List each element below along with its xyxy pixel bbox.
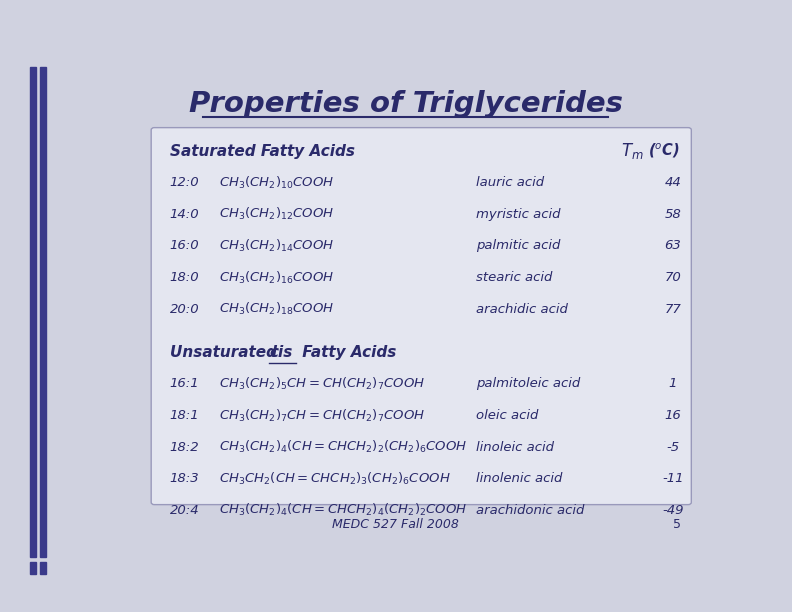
- Text: 12:0: 12:0: [169, 176, 200, 189]
- Text: lauric acid: lauric acid: [477, 176, 545, 189]
- Text: $CH_3(CH_2)_{16}COOH$: $CH_3(CH_2)_{16}COOH$: [219, 269, 334, 286]
- Text: palmitoleic acid: palmitoleic acid: [477, 378, 581, 390]
- Text: Fatty Acids: Fatty Acids: [297, 345, 397, 360]
- Text: $CH_3(CH_2)_{12}COOH$: $CH_3(CH_2)_{12}COOH$: [219, 206, 334, 222]
- Text: $CH_3(CH_2)_5CH{=}CH(CH_2)_7COOH$: $CH_3(CH_2)_5CH{=}CH(CH_2)_7COOH$: [219, 376, 425, 392]
- Text: 44: 44: [664, 176, 681, 189]
- FancyBboxPatch shape: [151, 128, 691, 505]
- Text: 58: 58: [664, 208, 681, 221]
- Bar: [30, 562, 36, 574]
- Text: stearic acid: stearic acid: [477, 271, 553, 284]
- Bar: [30, 67, 36, 557]
- Text: linolenic acid: linolenic acid: [477, 472, 563, 485]
- Text: 14:0: 14:0: [169, 208, 200, 221]
- Text: -49: -49: [662, 504, 683, 517]
- Text: myristic acid: myristic acid: [477, 208, 561, 221]
- Text: arachidic acid: arachidic acid: [477, 302, 569, 316]
- Text: 1: 1: [668, 378, 677, 390]
- Text: $CH_3(CH_2)_7CH{=}CH(CH_2)_7COOH$: $CH_3(CH_2)_7CH{=}CH(CH_2)_7COOH$: [219, 408, 425, 424]
- Text: 77: 77: [664, 302, 681, 316]
- Text: $CH_3(CH_2)_{10}COOH$: $CH_3(CH_2)_{10}COOH$: [219, 174, 334, 191]
- Text: ($^o$C): ($^o$C): [649, 142, 680, 160]
- Text: 18:2: 18:2: [169, 441, 200, 453]
- Text: Unsaturated: Unsaturated: [169, 345, 282, 360]
- Text: 16:0: 16:0: [169, 239, 200, 252]
- Text: 18:1: 18:1: [169, 409, 200, 422]
- Text: 20:4: 20:4: [169, 504, 200, 517]
- Text: -5: -5: [666, 441, 680, 453]
- Text: $CH_3(CH_2)_{18}COOH$: $CH_3(CH_2)_{18}COOH$: [219, 301, 334, 317]
- Text: $CH_3(CH_2)_4(CH{=}CHCH_2)_2(CH_2)_6COOH$: $CH_3(CH_2)_4(CH{=}CHCH_2)_2(CH_2)_6COOH…: [219, 439, 467, 455]
- Text: 16: 16: [664, 409, 681, 422]
- Text: Properties of Triglycerides: Properties of Triglycerides: [189, 90, 623, 118]
- Text: Saturated Fatty Acids: Saturated Fatty Acids: [169, 144, 355, 159]
- Text: 16:1: 16:1: [169, 378, 200, 390]
- Text: 5: 5: [673, 518, 681, 531]
- Text: palmitic acid: palmitic acid: [477, 239, 561, 252]
- Text: $CH_3(CH_2)_{14}COOH$: $CH_3(CH_2)_{14}COOH$: [219, 238, 334, 254]
- Bar: [40, 562, 46, 574]
- Text: oleic acid: oleic acid: [477, 409, 539, 422]
- Text: MEDC 527 Fall 2008: MEDC 527 Fall 2008: [333, 518, 459, 531]
- Text: 18:0: 18:0: [169, 271, 200, 284]
- Text: 63: 63: [664, 239, 681, 252]
- Bar: [40, 67, 46, 557]
- Text: linoleic acid: linoleic acid: [477, 441, 554, 453]
- Text: 70: 70: [664, 271, 681, 284]
- Text: 18:3: 18:3: [169, 472, 200, 485]
- Text: -11: -11: [662, 472, 683, 485]
- Text: $CH_3(CH_2)_4(CH{=}CHCH_2)_4(CH_2)_2COOH$: $CH_3(CH_2)_4(CH{=}CHCH_2)_4(CH_2)_2COOH…: [219, 502, 467, 518]
- Text: arachidonic acid: arachidonic acid: [477, 504, 584, 517]
- Text: $CH_3CH_2(CH{=}CHCH_2)_3(CH_2)_6COOH$: $CH_3CH_2(CH{=}CHCH_2)_3(CH_2)_6COOH$: [219, 471, 451, 487]
- Text: 20:0: 20:0: [169, 302, 200, 316]
- Text: $\mathit{T}_{\mathit{m}}$: $\mathit{T}_{\mathit{m}}$: [621, 141, 643, 161]
- Text: cis: cis: [269, 345, 292, 360]
